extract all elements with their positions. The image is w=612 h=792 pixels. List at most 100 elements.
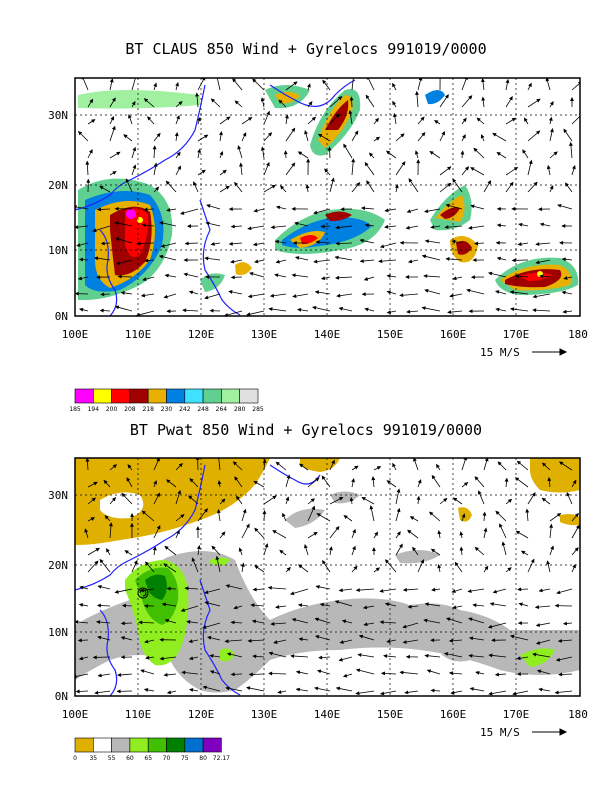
wind-vector-head bbox=[75, 620, 79, 624]
wind-vector-head bbox=[496, 152, 501, 156]
wind-vector-head bbox=[111, 97, 116, 102]
x-tick-label: 170E bbox=[503, 708, 530, 721]
wind-vector-head bbox=[86, 178, 91, 183]
wind-vector-head bbox=[156, 458, 160, 462]
wind-vector-head bbox=[466, 288, 471, 293]
wind-vector-head bbox=[532, 652, 537, 657]
top-vector-key-arrow bbox=[532, 348, 568, 356]
wind-vector-head bbox=[497, 461, 502, 466]
wind-vector-head bbox=[356, 182, 361, 187]
wind-vector-head bbox=[145, 561, 150, 566]
wind-vector-head bbox=[331, 459, 335, 465]
wind-vector-head bbox=[228, 241, 233, 246]
wind-vector-head bbox=[338, 96, 343, 101]
gyre-locations bbox=[137, 587, 149, 599]
wind-vector-head bbox=[297, 151, 303, 156]
wind-vector-head bbox=[362, 605, 368, 610]
wind-vector-head bbox=[77, 130, 83, 136]
wind-vector-head bbox=[164, 273, 169, 278]
colorbar-swatch bbox=[184, 737, 204, 753]
wind-vector-head bbox=[260, 97, 265, 102]
wind-vector-head bbox=[392, 82, 396, 88]
wind-vector-head bbox=[386, 639, 391, 644]
colorbar-label: 60 bbox=[126, 755, 134, 762]
wind-vector-head bbox=[359, 238, 364, 243]
wind-vector-head bbox=[249, 272, 254, 276]
wind-vector-head bbox=[405, 225, 410, 230]
bottom-wind-vectors bbox=[75, 458, 580, 696]
wind-vector-head bbox=[461, 513, 466, 518]
wind-vector-head bbox=[188, 656, 194, 661]
wind-vector-head bbox=[430, 225, 435, 229]
colorbar-label: 230 bbox=[161, 406, 173, 413]
wind-vector-head bbox=[224, 639, 229, 644]
wind-vector-head bbox=[535, 242, 540, 246]
wind-vector-head bbox=[491, 638, 496, 643]
bottom-y-axis: 0N 10N 20N 30N bbox=[48, 489, 68, 703]
wind-vector-head bbox=[285, 496, 290, 501]
wind-vector-head bbox=[314, 635, 320, 639]
wind-vector-head bbox=[451, 589, 456, 593]
wind-vector-head bbox=[120, 291, 125, 295]
wind-vector-head bbox=[539, 222, 545, 227]
wind-vector-head bbox=[392, 112, 397, 118]
wind-vector-head bbox=[452, 605, 457, 610]
wind-vector-head bbox=[468, 95, 473, 100]
wind-vector-head bbox=[274, 239, 279, 244]
wind-vector-head bbox=[152, 145, 157, 150]
wind-vector-head bbox=[518, 602, 523, 607]
wind-vector-head bbox=[210, 241, 215, 246]
wind-vector-head bbox=[209, 308, 214, 313]
wind-vector-head bbox=[247, 226, 252, 231]
wind-vector-head bbox=[412, 546, 417, 552]
wind-vector-head bbox=[556, 590, 561, 595]
wind-vector-head bbox=[204, 295, 209, 300]
colorbar-swatch bbox=[202, 737, 222, 753]
wind-vector-head bbox=[298, 564, 303, 569]
wind-vector-head bbox=[100, 241, 105, 246]
x-tick-label: 110E bbox=[125, 328, 152, 341]
wind-vector-head bbox=[317, 133, 323, 138]
wind-vector-head bbox=[561, 257, 566, 262]
wind-vector-head bbox=[120, 655, 125, 660]
colorbar-swatch bbox=[74, 388, 94, 404]
wind-vector-head bbox=[454, 561, 459, 567]
wind-vector-head bbox=[77, 276, 83, 281]
wind-vector-head bbox=[272, 495, 277, 500]
wind-vector-head bbox=[464, 166, 470, 171]
x-tick-label: 180 bbox=[568, 708, 588, 721]
wind-vector-head bbox=[272, 530, 277, 534]
wind-vector-head bbox=[448, 671, 454, 676]
wind-vector-head bbox=[535, 640, 541, 645]
wind-vector-head bbox=[495, 290, 500, 294]
wind-vector-head bbox=[420, 116, 425, 121]
wind-vector-head bbox=[204, 601, 209, 605]
wind-vector-head bbox=[473, 147, 478, 152]
wind-vector-head bbox=[89, 98, 94, 104]
colorbar-label: 0 bbox=[73, 755, 77, 762]
wind-vector-head bbox=[528, 82, 532, 88]
wind-vector-head bbox=[252, 78, 257, 83]
wind-vector-head bbox=[363, 622, 368, 627]
wind-vector-head bbox=[221, 498, 226, 503]
wind-vector-head bbox=[186, 619, 191, 624]
wind-vector-head bbox=[75, 225, 79, 230]
wind-vector-head bbox=[175, 82, 179, 87]
wind-vector-head bbox=[176, 151, 181, 156]
wind-vector-head bbox=[234, 476, 239, 481]
wind-vector-head bbox=[191, 557, 196, 562]
wind-vector-head bbox=[572, 563, 576, 569]
wind-vector-head bbox=[286, 566, 291, 572]
wind-vector-head bbox=[203, 508, 208, 513]
wind-vector-head bbox=[462, 134, 466, 139]
wind-vector bbox=[216, 78, 221, 91]
wind-vector-head bbox=[91, 497, 96, 502]
wind-vector-head bbox=[97, 635, 102, 640]
wind-vector-head bbox=[314, 617, 319, 622]
wind-vector-head bbox=[196, 544, 201, 550]
wind-vector-head bbox=[293, 81, 298, 86]
wind-vector-head bbox=[477, 490, 482, 495]
wind-vector-head bbox=[292, 294, 297, 298]
wind-vector-head bbox=[126, 477, 131, 482]
